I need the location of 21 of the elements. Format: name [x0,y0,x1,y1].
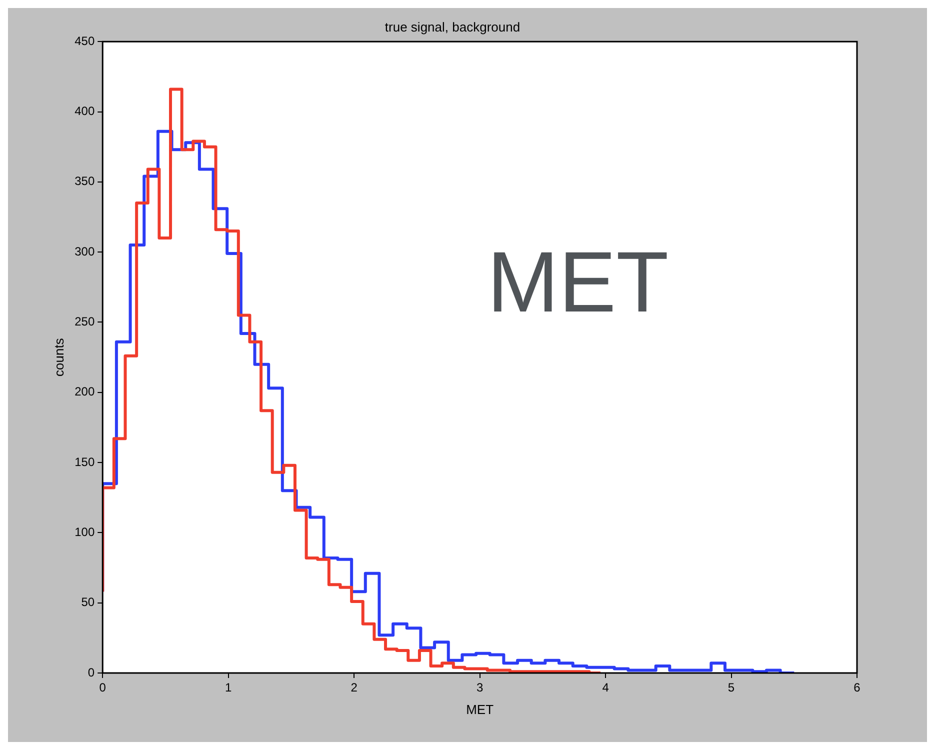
y-tick-label: 50 [81,595,95,610]
x-tick-label: 2 [350,680,358,695]
x-tick-label: 1 [225,680,232,695]
y-tick-label: 400 [74,104,95,118]
y-axis-title: counts [51,338,66,376]
y-tick-label: 100 [74,525,95,539]
y-tick-label: 450 [74,34,95,48]
y-tick-label: 350 [74,174,95,188]
y-tick-label: 300 [74,244,95,258]
x-tick-label: 0 [99,680,106,695]
y-tick-label: 0 [88,665,95,680]
x-tick-label: 4 [602,680,610,695]
y-tick-label: 150 [74,454,95,469]
x-tick-label: 6 [854,680,861,695]
x-tick-label: 5 [728,680,735,695]
chart-title: true signal, background [384,19,520,34]
y-tick-label: 250 [74,314,95,329]
annotation: MET [487,234,669,331]
x-tick-label: 3 [476,680,484,695]
x-axis-title: MET [466,702,494,717]
y-tick-label: 200 [74,384,95,399]
